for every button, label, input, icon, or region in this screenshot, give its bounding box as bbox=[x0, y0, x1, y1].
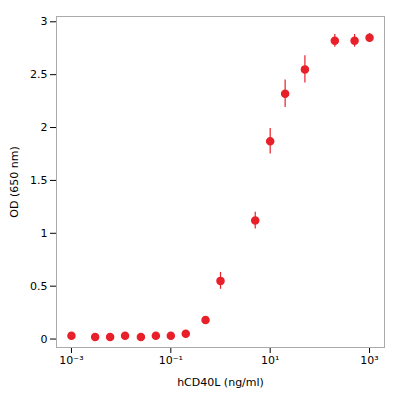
svg-text:10¹: 10¹ bbox=[261, 354, 279, 367]
svg-text:1: 1 bbox=[41, 227, 48, 240]
svg-text:3: 3 bbox=[41, 15, 48, 28]
svg-text:10⁻³: 10⁻³ bbox=[59, 354, 83, 367]
svg-text:2: 2 bbox=[41, 121, 48, 134]
svg-text:hCD40L (ng/ml): hCD40L (ng/ml) bbox=[177, 376, 264, 389]
svg-text:0.5: 0.5 bbox=[30, 280, 48, 293]
svg-text:10³: 10³ bbox=[360, 354, 378, 367]
svg-text:OD (650 nm): OD (650 nm) bbox=[8, 146, 21, 217]
svg-text:10⁻¹: 10⁻¹ bbox=[159, 354, 183, 367]
svg-text:2.5: 2.5 bbox=[30, 68, 48, 81]
svg-text:1.5: 1.5 bbox=[30, 174, 48, 187]
svg-text:0: 0 bbox=[41, 333, 48, 346]
